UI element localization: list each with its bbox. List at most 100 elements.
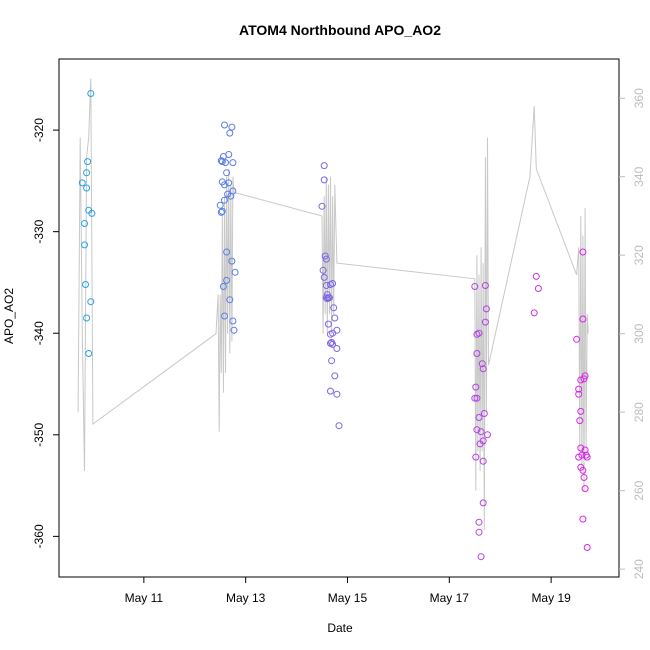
plot-frame: [58, 58, 620, 578]
data-point: [583, 544, 591, 551]
data-point: [320, 162, 328, 170]
data-point: [329, 280, 337, 287]
data-point: [573, 335, 581, 343]
data-point: [473, 426, 481, 434]
y-right-tick-label: 260: [632, 480, 646, 500]
data-point: [581, 485, 589, 493]
data-point: [579, 515, 587, 523]
data-point: [318, 202, 326, 210]
x-tick-label: May 17: [430, 591, 470, 605]
data-point: [223, 276, 231, 284]
chart-title: ATOM4 Northbound APO_AO2: [239, 22, 441, 38]
y-axis: -360 -350 -340 -330 -320: [32, 118, 59, 548]
data-point: [221, 312, 228, 320]
data-point: [479, 437, 487, 445]
data-point: [473, 394, 481, 402]
data-point: [579, 466, 587, 474]
data-point: [534, 285, 542, 292]
data-point: [228, 257, 236, 265]
data-point: [532, 272, 540, 280]
data-point: [221, 121, 228, 129]
data-point: [479, 499, 487, 507]
data-point: [335, 422, 343, 430]
data-point: [475, 329, 483, 337]
data-point: [228, 123, 236, 131]
data-point: [579, 248, 587, 256]
secondary-series-layer: [77, 78, 589, 530]
x-tick-label: May 13: [226, 591, 266, 605]
data-point: [225, 151, 233, 158]
data-point: [226, 129, 234, 137]
x-tick-label: May 15: [328, 591, 368, 605]
data-point: [321, 252, 329, 260]
data-point: [480, 410, 488, 417]
y-tick-label: -330: [32, 219, 46, 243]
data-point: [84, 158, 92, 166]
data-point: [331, 314, 339, 322]
data-point: [229, 159, 237, 167]
data-point: [88, 209, 96, 217]
data-point: [78, 179, 86, 187]
data-point: [482, 305, 490, 313]
data-point: [223, 169, 231, 177]
data-point: [333, 326, 341, 334]
data-point: [330, 304, 338, 312]
y-tick-label: -320: [32, 118, 46, 142]
secondary-series-line: [77, 78, 589, 530]
data-point: [481, 282, 489, 289]
data-point: [87, 90, 95, 97]
data-point: [217, 208, 225, 216]
data-point: [83, 169, 91, 177]
y-right-tick-label: 300: [632, 323, 646, 343]
data-point: [222, 159, 229, 167]
y-axis-right: 240 260 280 300 320 340 360: [619, 88, 646, 579]
x-axis: May 11 May 13 May 15 May 17 May 19: [125, 577, 571, 605]
data-point: [225, 179, 233, 187]
data-point: [218, 158, 226, 166]
data-point: [477, 428, 485, 436]
data-point: [326, 294, 333, 302]
y-tick-label: -350: [32, 422, 46, 446]
data-point: [475, 414, 483, 421]
data-point: [580, 375, 588, 383]
data-point: [575, 390, 583, 398]
data-point: [479, 457, 487, 465]
data-point: [484, 431, 491, 439]
data-point: [87, 298, 95, 306]
y-tick-label: -360: [32, 524, 46, 548]
data-point: [328, 357, 336, 365]
data-point: [229, 317, 237, 325]
data-point: [223, 248, 231, 256]
data-point: [218, 178, 226, 186]
data-point: [583, 453, 591, 461]
data-points-layer: [78, 90, 591, 561]
data-point: [333, 390, 341, 398]
data-point: [322, 282, 330, 289]
data-point: [83, 184, 91, 192]
data-point: [577, 444, 585, 452]
data-point: [576, 417, 584, 425]
data-point: [320, 176, 328, 184]
data-point: [581, 446, 589, 454]
data-point: [580, 474, 588, 481]
x-axis-label: Date: [327, 621, 353, 635]
data-point: [475, 528, 483, 536]
y-right-tick-label: 240: [632, 559, 646, 579]
data-point: [327, 387, 334, 395]
data-point: [575, 385, 583, 393]
data-point: [221, 196, 228, 204]
data-point: [322, 255, 330, 263]
data-point: [479, 365, 487, 373]
y-right-tick-label: 280: [632, 402, 646, 422]
data-point: [322, 294, 330, 302]
y-right-tick-label: 360: [632, 88, 646, 108]
data-point: [577, 407, 585, 415]
data-point: [333, 345, 341, 352]
data-point: [320, 273, 328, 281]
data-point: [331, 372, 339, 380]
data-point: [472, 453, 480, 461]
data-point: [226, 296, 234, 304]
data-point: [471, 283, 479, 290]
data-point: [83, 314, 91, 322]
data-point: [230, 326, 238, 334]
